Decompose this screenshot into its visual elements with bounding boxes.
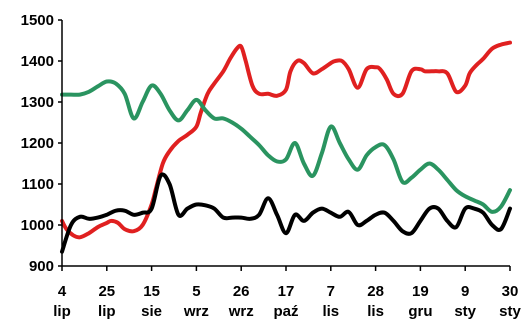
x-tick-label-day: 7 [327,283,335,300]
series-green-line [60,79,512,214]
y-tick-label: 1100 [21,176,54,193]
x-tick-label-month: lip [98,303,116,320]
x-tick-label-day: 26 [233,283,250,300]
x-tick-label-month: sty [454,303,476,320]
x-tick-label-month: wrz [228,303,254,320]
x-tick-label-day: 28 [367,283,384,300]
x-tick-label-month: sie [141,303,162,320]
x-tick-label-month: paź [273,303,298,320]
x-tick-label-day: 15 [143,283,160,300]
y-tick-label: 1300 [21,94,54,111]
x-tick-label-day: 4 [58,283,67,300]
series-layer [60,40,512,254]
x-tick-label-month: lip [53,303,71,320]
x-tick-label-month: lis [322,303,339,320]
x-tick-label-month: wrz [183,303,209,320]
x-tick-label-day: 30 [502,283,519,300]
x-tick-label-month: gru [408,303,432,320]
x-tick-label-day: 25 [98,283,115,300]
x-tick-label-day: 19 [412,283,429,300]
y-tick-label: 1200 [21,135,54,152]
y-tick-label: 1500 [21,12,54,29]
x-axis-ticks: 4 lip 25 lip 15 sie 5 wrz 26 wrz 17 paź 7 lis 28 lis 19 g… [53,266,521,320]
x-tick-label-day: 9 [461,283,469,300]
series-black-line [60,172,512,254]
y-axis-ticks: 900 1000 1100 1200 1300 1400 1500 [21,12,62,275]
x-tick-label-day: 17 [278,283,295,300]
x-tick-label-day: 5 [192,283,200,300]
y-tick-label: 1400 [21,53,54,70]
x-tick-label-month: lis [367,303,384,320]
y-tick-label: 1000 [21,217,54,234]
y-tick-label: 900 [29,258,54,275]
series-red-line [60,40,512,240]
x-tick-label-month: sty [499,303,521,320]
